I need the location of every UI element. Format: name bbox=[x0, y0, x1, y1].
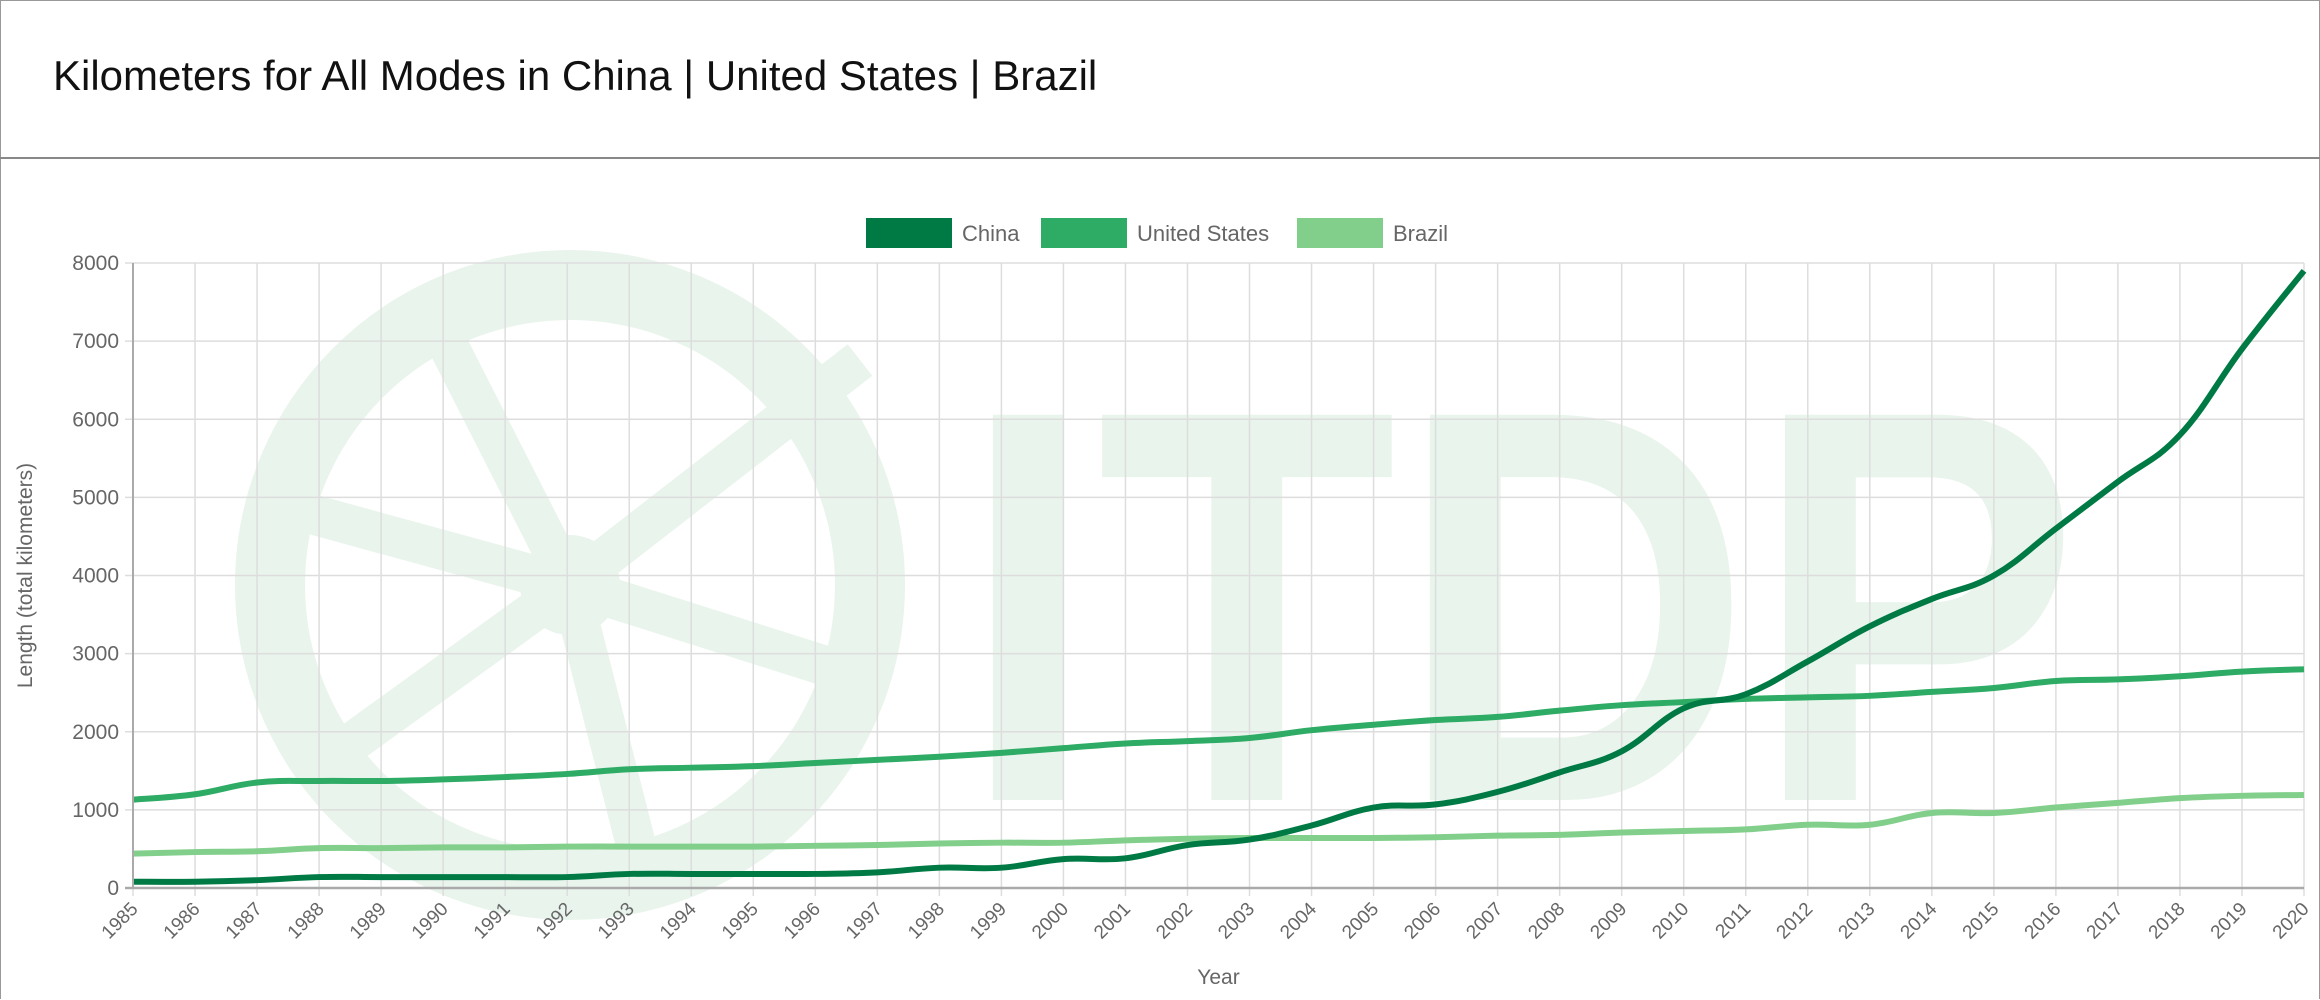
x-axis-title: Year bbox=[1197, 966, 1239, 989]
watermark-wheel bbox=[235, 250, 905, 920]
legend-item-brazil[interactable]: Brazil bbox=[1297, 218, 1448, 248]
x-tick-label: 2018 bbox=[2145, 899, 2190, 944]
x-tick-label: 2020 bbox=[2269, 899, 2314, 944]
y-tick-label: 4000 bbox=[72, 565, 119, 588]
legend-swatch bbox=[866, 218, 952, 248]
legend-label: Brazil bbox=[1393, 221, 1448, 246]
x-tick-label: 1986 bbox=[160, 899, 205, 944]
y-tick-label: 2000 bbox=[72, 721, 119, 744]
x-tick-label: 1989 bbox=[346, 899, 391, 944]
y-tick-label: 8000 bbox=[72, 252, 119, 275]
y-tick-label: 0 bbox=[107, 877, 119, 900]
y-axis-title: Length (total kilometers) bbox=[14, 463, 37, 688]
y-tick-label: 6000 bbox=[72, 408, 119, 431]
header: Kilometers for All Modes in China | Unit… bbox=[0, 0, 2320, 159]
y-tick-label: 1000 bbox=[72, 799, 119, 822]
y-tick-label: 7000 bbox=[72, 330, 119, 353]
x-tick-label: 1995 bbox=[718, 899, 763, 944]
y-tick-label: 5000 bbox=[72, 486, 119, 509]
series-line-united-states bbox=[132, 666, 2305, 803]
x-tick-label: 1997 bbox=[842, 899, 887, 944]
x-tick-label: 1988 bbox=[284, 899, 329, 944]
legend-item-united-states[interactable]: United States bbox=[1041, 218, 1269, 248]
legend-label: United States bbox=[1137, 221, 1269, 246]
series-line-china bbox=[132, 268, 2307, 885]
x-tick-label: 1990 bbox=[408, 899, 453, 944]
legend-swatch bbox=[1041, 218, 1127, 248]
x-tick-label: 2017 bbox=[2083, 899, 2128, 944]
watermark-text: ITDP bbox=[960, 293, 2080, 919]
x-tick-label: 1985 bbox=[98, 899, 143, 944]
legend-label: China bbox=[962, 221, 1020, 246]
x-tick-label: 1998 bbox=[904, 899, 949, 944]
page-title: Kilometers for All Modes in China | Unit… bbox=[53, 52, 1098, 99]
x-tick-label: 1987 bbox=[222, 899, 267, 944]
series-line-brazil bbox=[132, 792, 2305, 857]
legend-item-china[interactable]: China bbox=[866, 218, 1020, 248]
legend-swatch bbox=[1297, 218, 1383, 248]
x-tick-label: 1996 bbox=[780, 899, 825, 944]
y-tick-label: 3000 bbox=[72, 643, 119, 666]
x-tick-label: 2019 bbox=[2207, 899, 2252, 944]
